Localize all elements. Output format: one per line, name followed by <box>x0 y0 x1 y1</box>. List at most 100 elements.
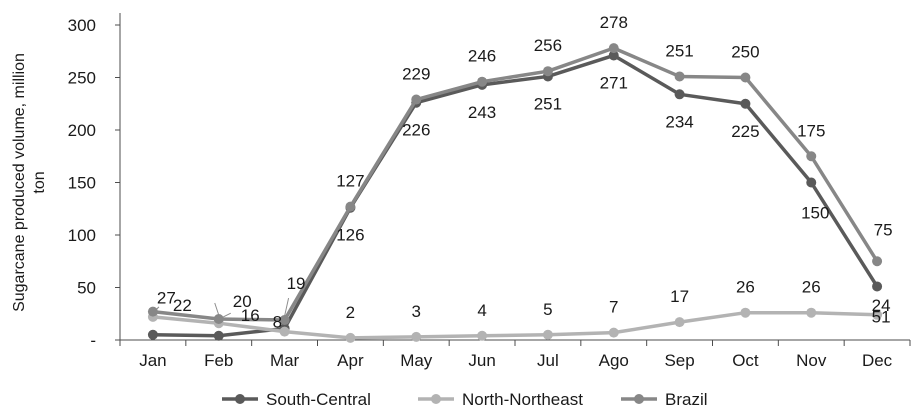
legend-item-brazil: Brazil <box>621 390 708 409</box>
data-label-south-central-jun: 243 <box>468 103 496 122</box>
data-point-north-northeast-may <box>411 331 422 342</box>
data-label-brazil-jan: 27 <box>157 289 176 308</box>
data-label-brazil-apr: 127 <box>336 172 364 191</box>
legend-label-north-northeast: North-Northeast <box>462 390 583 409</box>
data-label-south-central-oct: 225 <box>731 122 759 141</box>
data-label-north-northeast-jun: 4 <box>477 301 486 320</box>
data-label-north-northeast-nov: 26 <box>802 278 821 297</box>
legend-swatch-marker <box>431 394 441 404</box>
series-lines <box>147 43 883 343</box>
data-label-north-northeast-dec: 24 <box>872 296 891 315</box>
data-point-north-northeast-sep <box>674 317 685 328</box>
series-brazil <box>147 43 883 326</box>
legend-item-south-central: South-Central <box>222 390 371 409</box>
data-label-south-central-ago: 271 <box>600 73 628 92</box>
data-label-brazil-jun: 246 <box>468 47 496 66</box>
data-point-brazil-nov <box>806 151 817 162</box>
data-point-south-central-sep <box>674 89 685 100</box>
legend-swatch-marker <box>235 394 245 404</box>
data-point-north-northeast-ago <box>608 327 619 338</box>
data-point-south-central-dec <box>872 281 883 292</box>
data-label-south-central-nov: 150 <box>801 204 829 223</box>
data-label-brazil-oct: 250 <box>731 43 759 62</box>
data-point-north-northeast-oct <box>740 307 751 318</box>
data-point-brazil-mar <box>279 315 290 326</box>
y-tick-label: 150 <box>68 174 96 193</box>
series-line-north-northeast <box>152 310 878 340</box>
data-point-south-central-oct <box>740 98 751 109</box>
axes: - 50 100 150 200 250 300 Jan Feb Mar Apr May Jun Jul A… <box>68 13 911 370</box>
data-point-north-northeast-nov <box>806 307 817 318</box>
data-point-brazil-jun <box>477 76 488 87</box>
data-label-north-northeast-oct: 26 <box>736 278 755 297</box>
legend-swatch-marker <box>634 394 644 404</box>
y-tick-label: - <box>90 331 96 350</box>
data-label-brazil-ago: 278 <box>600 13 628 32</box>
x-tick-label-jan: Jan <box>139 351 166 370</box>
data-point-south-central-nov <box>806 177 817 188</box>
data-label-south-central-dec: 51 <box>872 307 891 326</box>
data-point-brazil-may <box>411 94 422 105</box>
x-tick-label-ago: Ago <box>599 351 629 370</box>
x-tick-label-dec: Dec <box>862 351 893 370</box>
data-point-brazil-jul <box>542 66 553 77</box>
data-label-north-northeast-jul: 5 <box>543 300 552 319</box>
data-label-brazil-dec: 75 <box>874 220 893 239</box>
legend-label-brazil: Brazil <box>665 390 708 409</box>
data-point-brazil-dec <box>872 256 883 267</box>
data-label-north-northeast-sep: 17 <box>670 287 689 306</box>
y-tick-label: 100 <box>68 226 96 245</box>
data-label-north-northeast-mar: 8 <box>273 313 282 332</box>
data-point-brazil-jan <box>147 306 158 317</box>
x-tick-label-sep: Sep <box>664 351 694 370</box>
y-axis-title-line-2: ton <box>31 171 48 193</box>
x-tick-label-nov: Nov <box>796 351 827 370</box>
data-label-north-northeast-apr: 2 <box>346 303 355 322</box>
x-tick-label-feb: Feb <box>204 351 233 370</box>
data-point-brazil-sep <box>674 71 685 82</box>
data-point-south-central-jan <box>147 329 158 340</box>
y-tick-label: 200 <box>68 121 96 140</box>
data-point-north-northeast-apr <box>345 332 356 343</box>
data-point-north-northeast-mar <box>279 326 290 337</box>
data-label-south-central-apr: 126 <box>336 226 364 245</box>
data-point-north-northeast-jun <box>477 330 488 341</box>
data-point-brazil-ago <box>608 43 619 54</box>
y-tick-label: 250 <box>68 69 96 88</box>
data-label-north-northeast-may: 3 <box>412 302 421 321</box>
legend-label-south-central: South-Central <box>266 390 371 409</box>
series-south-central <box>147 50 883 341</box>
data-point-south-central-ago <box>608 50 619 61</box>
data-label-north-northeast-jan: 22 <box>173 296 192 315</box>
data-point-north-northeast-jul <box>542 329 553 340</box>
x-tick-label-mar: Mar <box>270 351 300 370</box>
y-axis-title-line-1: Sugarcane produced volume, million <box>11 53 28 312</box>
data-point-brazil-oct <box>740 72 751 83</box>
data-label-south-central-sep: 234 <box>665 112 693 131</box>
x-tick-label-jul: Jul <box>537 351 559 370</box>
data-label-brazil-may: 229 <box>402 65 430 84</box>
data-point-south-central-feb <box>213 330 224 341</box>
data-label-brazil-sep: 251 <box>665 41 693 60</box>
leader-line-brazil-mar <box>284 297 290 317</box>
data-label-south-central-may: 226 <box>402 121 430 140</box>
legend-item-north-northeast: North-Northeast <box>418 390 583 409</box>
y-axis-title: Sugarcane produced volume, million ton <box>11 53 48 312</box>
data-point-brazil-feb <box>213 314 224 324</box>
x-tick-label-may: May <box>400 351 433 370</box>
data-point-north-northeast-dec <box>872 309 883 320</box>
data-label-north-northeast-feb: 16 <box>241 306 260 325</box>
y-tick-label: 50 <box>77 279 96 298</box>
data-label-brazil-feb: 20 <box>233 292 252 311</box>
x-tick-label-jun: Jun <box>468 351 495 370</box>
data-label-brazil-mar: 19 <box>287 274 306 293</box>
series-line-brazil <box>152 46 879 322</box>
series-line-south-central <box>152 53 879 338</box>
data-label-brazil-nov: 175 <box>797 121 825 140</box>
y-tick-label: 300 <box>68 16 96 35</box>
legend: South-Central North-Northeast Brazil <box>222 390 708 409</box>
data-label-brazil-jul: 256 <box>534 36 562 55</box>
